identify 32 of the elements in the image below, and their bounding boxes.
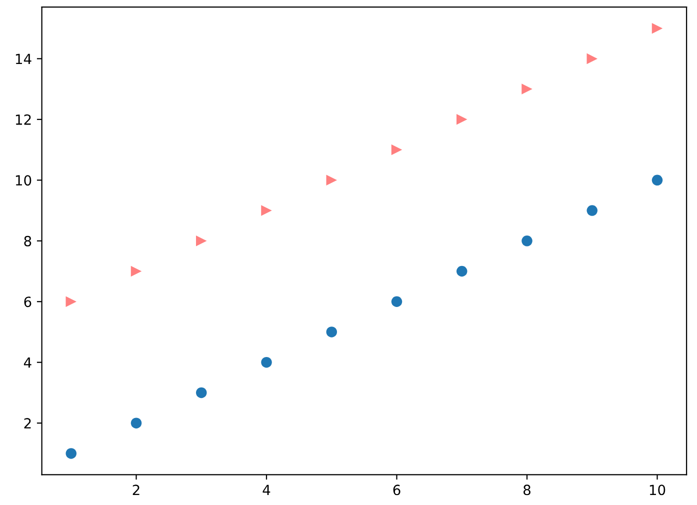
y-tick-label: 4 bbox=[24, 358, 32, 368]
point bbox=[456, 266, 468, 277]
y-tick-label: 6 bbox=[24, 296, 32, 308]
point bbox=[652, 22, 663, 34]
y-tick-label: 14 bbox=[16, 54, 32, 64]
x-tick-label: 4 bbox=[262, 484, 270, 495]
point bbox=[652, 174, 663, 186]
point bbox=[130, 418, 142, 428]
point bbox=[261, 205, 272, 216]
point bbox=[522, 236, 532, 246]
point bbox=[261, 356, 272, 368]
point bbox=[66, 296, 77, 307]
x-tick-label: 10 bbox=[650, 484, 666, 496]
point bbox=[586, 205, 598, 216]
x-tick-label: 6 bbox=[393, 484, 400, 496]
point bbox=[66, 448, 77, 459]
point bbox=[326, 174, 337, 186]
point bbox=[196, 236, 207, 246]
point bbox=[326, 326, 337, 338]
y-tick-label: 8 bbox=[24, 236, 32, 246]
point bbox=[522, 84, 532, 94]
point bbox=[586, 53, 598, 64]
point bbox=[391, 144, 402, 156]
y-tick-label: 10 bbox=[16, 175, 32, 186]
point bbox=[391, 296, 402, 307]
point bbox=[456, 114, 468, 125]
y-tick-label: 12 bbox=[16, 114, 31, 125]
point bbox=[196, 387, 207, 398]
x-tick-label: 2 bbox=[132, 484, 140, 495]
x-tick-label: 8 bbox=[524, 484, 530, 496]
point bbox=[130, 266, 142, 277]
y-tick-label: 2 bbox=[24, 418, 31, 428]
